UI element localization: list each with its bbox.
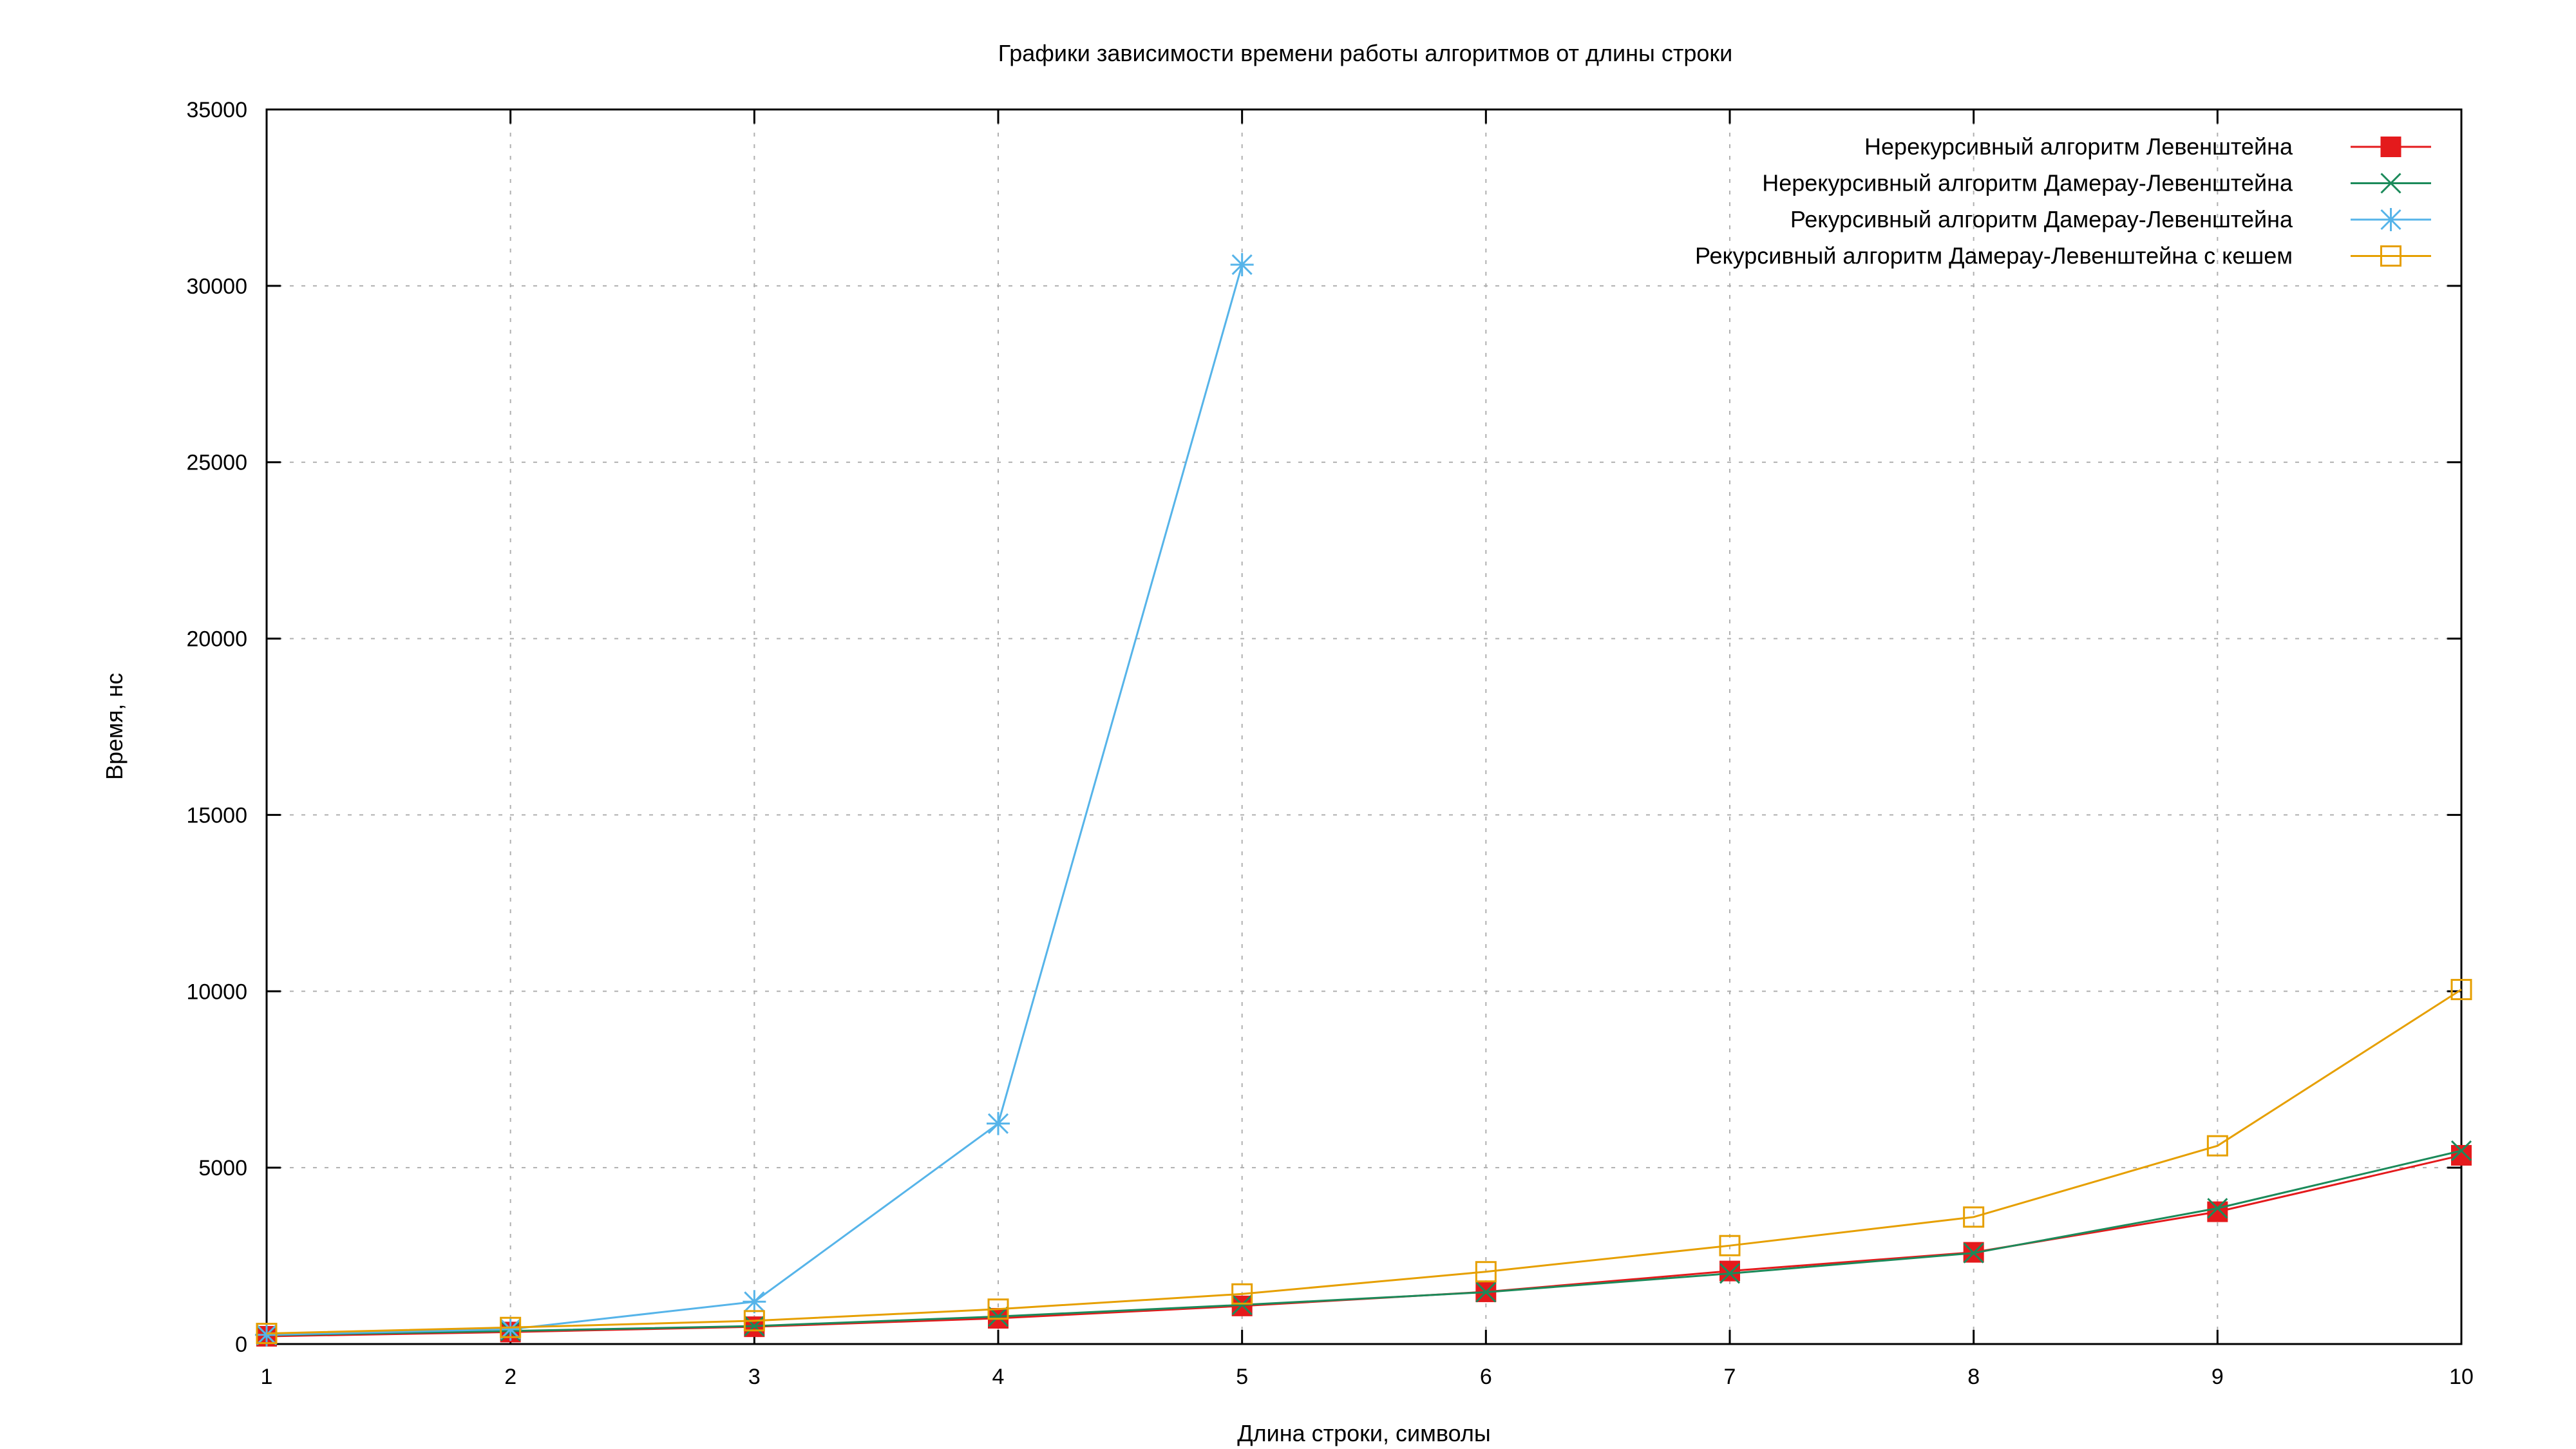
data-point <box>255 1323 278 1347</box>
y-tick-label: 35000 <box>186 98 247 122</box>
grid <box>267 109 2461 1344</box>
data-point <box>2450 979 2472 1001</box>
data-point <box>1231 1294 1253 1316</box>
data-point <box>1719 1235 1741 1256</box>
data-point <box>2451 1144 2472 1166</box>
series-4 <box>256 979 2472 1345</box>
series-line <box>266 1154 2462 1338</box>
y-tick-label: 25000 <box>186 451 247 475</box>
x-tick-label: 6 <box>1480 1365 1492 1389</box>
x-tick-label: 2 <box>504 1365 516 1389</box>
data-point <box>2207 1198 2228 1219</box>
series-line <box>266 989 2462 1335</box>
series-line <box>266 1150 2462 1336</box>
data-point <box>1475 1282 1497 1303</box>
x-axis-title: Длина строки, символы <box>1237 1420 1491 1446</box>
legend: Нерекурсивный алгоритм Левенштейна Нереку… <box>1695 133 2431 269</box>
data-point <box>500 1316 522 1338</box>
data-point <box>1230 252 1254 276</box>
data-point <box>2207 1201 2228 1222</box>
legend-label: Нерекурсивный алгоритм Левенштейна <box>1864 133 2293 160</box>
legend-marker <box>2380 137 2401 157</box>
x-tick-label: 8 <box>1967 1365 1980 1389</box>
legend-entry: Нерекурсивный алгоритм Левенштейна <box>1864 133 2431 160</box>
data-point <box>1475 1261 1497 1283</box>
data-point <box>1719 1263 1741 1284</box>
series-3 <box>255 252 1254 1347</box>
data-point <box>743 1310 765 1332</box>
data-point <box>1231 1283 1253 1305</box>
legend-marker <box>2380 173 2401 194</box>
x-tick-label: 9 <box>2211 1365 2224 1389</box>
legend-marker <box>2379 208 2403 231</box>
y-axis-title: Время, нс <box>101 673 128 780</box>
series-group <box>255 252 2472 1347</box>
data-point <box>1963 1206 1985 1228</box>
legend-label: Нерекурсивный алгоритм Дамерау-Левенштей… <box>1762 170 2293 196</box>
series-2 <box>256 1140 2472 1346</box>
y-tick-label: 10000 <box>186 980 247 1004</box>
data-point <box>2206 1135 2228 1157</box>
legend-label: Рекурсивный алгоритм Дамерау-Левенштейна… <box>1695 243 2293 269</box>
legend-label: Рекурсивный алгоритм Дамерау-Левенштейна <box>1790 206 2293 232</box>
y-tick-label: 0 <box>235 1332 247 1357</box>
data-point <box>987 1112 1010 1135</box>
x-tick-label: 7 <box>1724 1365 1736 1389</box>
data-point <box>1719 1260 1740 1282</box>
plot-frame <box>265 108 2463 1345</box>
x-tick-label: 5 <box>1236 1365 1248 1389</box>
x-tick-label: 3 <box>748 1365 761 1389</box>
data-point <box>987 1298 1009 1320</box>
legend-entry: Рекурсивный алгоритм Дамерау-Левенштейна… <box>1695 243 2431 269</box>
x-tick-label: 10 <box>2449 1365 2474 1389</box>
data-point <box>498 1318 522 1341</box>
data-point <box>1963 1242 1984 1264</box>
y-tick-label: 20000 <box>186 627 247 652</box>
x-tick-label: 4 <box>992 1365 1005 1389</box>
y-tick-label: 30000 <box>186 274 247 299</box>
y-tick-label: 15000 <box>186 803 247 828</box>
axis-ticks: 1 2 3 4 5 6 7 8 9 10 0 5000 10000 15000 20000 25000 3000… <box>186 98 2473 1389</box>
legend-entry: Рекурсивный алгоритм Дамерау-Левенштейна <box>1790 206 2431 232</box>
legend-entry: Нерекурсивный алгоритм Дамерау-Левенштей… <box>1762 170 2431 196</box>
series-1 <box>256 1144 2472 1347</box>
x-tick-label: 1 <box>261 1365 273 1389</box>
y-tick-label: 5000 <box>198 1156 247 1180</box>
chart-title: Графики зависимости времени работы алгор… <box>998 40 1732 66</box>
data-point <box>256 1323 278 1345</box>
legend-marker <box>2380 245 2401 267</box>
data-point <box>743 1290 766 1314</box>
data-point <box>2450 1140 2472 1161</box>
